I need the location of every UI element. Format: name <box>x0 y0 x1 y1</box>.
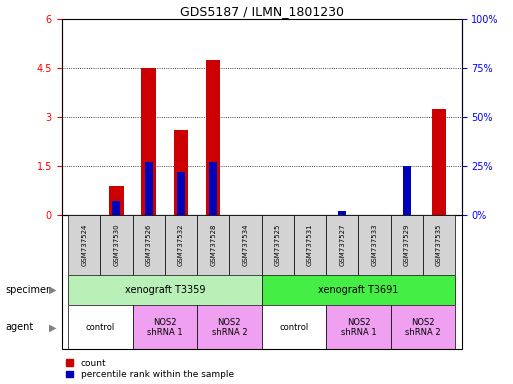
Bar <box>68 275 262 305</box>
Text: GSM737532: GSM737532 <box>178 223 184 266</box>
Bar <box>209 162 218 215</box>
Bar <box>145 162 153 215</box>
Text: GSM737524: GSM737524 <box>81 223 87 266</box>
Bar <box>359 215 391 275</box>
Bar <box>432 109 446 215</box>
Bar <box>197 215 229 275</box>
Bar <box>262 305 326 349</box>
Bar <box>338 211 346 215</box>
Bar <box>262 275 455 305</box>
Text: GSM737535: GSM737535 <box>436 223 442 266</box>
Text: NOS2
shRNA 2: NOS2 shRNA 2 <box>405 318 441 337</box>
Text: agent: agent <box>5 322 33 333</box>
Bar <box>197 305 262 349</box>
Bar <box>229 215 262 275</box>
Text: GSM737533: GSM737533 <box>371 223 378 266</box>
Text: GSM737529: GSM737529 <box>404 223 410 266</box>
Bar <box>326 305 391 349</box>
Bar <box>206 60 221 215</box>
Text: control: control <box>279 323 308 332</box>
Bar <box>177 172 185 215</box>
Text: NOS2
shRNA 1: NOS2 shRNA 1 <box>147 318 183 337</box>
Bar <box>100 215 132 275</box>
Text: NOS2
shRNA 1: NOS2 shRNA 1 <box>341 318 376 337</box>
Bar <box>132 215 165 275</box>
Text: ▶: ▶ <box>49 285 56 295</box>
Text: GSM737534: GSM737534 <box>243 223 248 266</box>
Bar <box>403 166 411 215</box>
Title: GDS5187 / ILMN_1801230: GDS5187 / ILMN_1801230 <box>180 5 344 18</box>
Text: GSM737527: GSM737527 <box>339 223 345 266</box>
Text: xenograft T3359: xenograft T3359 <box>125 285 205 295</box>
Bar <box>142 68 156 215</box>
Bar <box>132 305 197 349</box>
Bar <box>391 305 455 349</box>
Text: GSM737526: GSM737526 <box>146 223 152 266</box>
Text: xenograft T3691: xenograft T3691 <box>318 285 399 295</box>
Bar <box>294 215 326 275</box>
Bar <box>112 201 121 215</box>
Bar <box>165 215 197 275</box>
Text: GSM737528: GSM737528 <box>210 223 216 266</box>
Bar <box>109 186 124 215</box>
Text: control: control <box>86 323 115 332</box>
Text: GSM737531: GSM737531 <box>307 223 313 266</box>
Text: ▶: ▶ <box>49 322 56 333</box>
Bar <box>262 215 294 275</box>
Legend: count, percentile rank within the sample: count, percentile rank within the sample <box>66 359 233 379</box>
Text: GSM737525: GSM737525 <box>275 223 281 266</box>
Bar <box>174 130 188 215</box>
Bar <box>68 305 132 349</box>
Bar <box>68 215 100 275</box>
Bar <box>423 215 455 275</box>
Text: GSM737530: GSM737530 <box>113 223 120 266</box>
Bar <box>326 215 359 275</box>
Text: specimen: specimen <box>5 285 52 295</box>
Text: NOS2
shRNA 2: NOS2 shRNA 2 <box>211 318 247 337</box>
Bar <box>391 215 423 275</box>
